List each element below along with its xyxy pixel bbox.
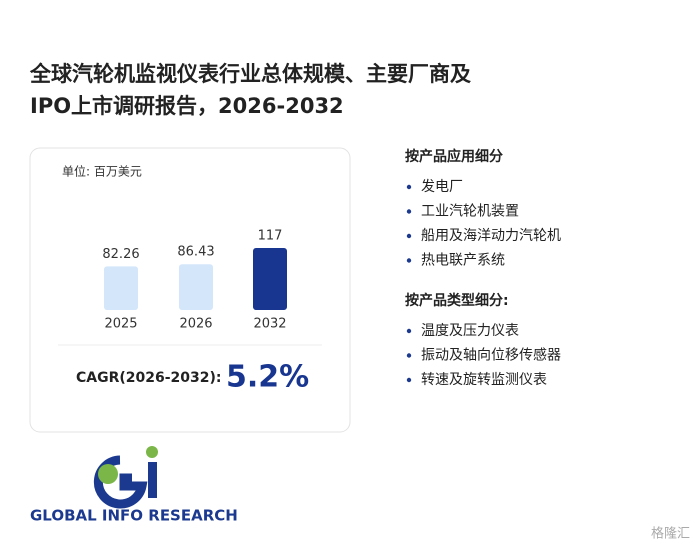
logo-i-dot [146, 446, 158, 458]
section-heading: 按产品应用细分 [405, 148, 503, 165]
bullet [406, 184, 412, 190]
category-label: 2032 [253, 317, 286, 332]
cagr-value: 5.2% [226, 360, 309, 395]
title-text: 全球汽轮机监视仪表行业总体规模、主要厂商及 IPO上市调研报告，2026-2032 [29, 62, 472, 118]
bar [253, 248, 287, 310]
logo-i [148, 462, 157, 498]
bullet [406, 258, 412, 263]
bullet [406, 209, 412, 214]
title-line: 全球汽轮机监视仪表行业总体规模、主要厂商及 [29, 62, 472, 86]
value-label: 117 [258, 229, 283, 244]
logo [93, 446, 158, 509]
bullet [406, 377, 412, 383]
value-label: 82.26 [102, 247, 139, 262]
section-item: 温度及压力仪表 [421, 323, 519, 339]
section-item: 船用及海洋动力汽轮机 [421, 228, 561, 244]
section-item: 振动及轴向位移传感器 [421, 347, 561, 364]
logo-text: GLOBAL INFO RESEARCH [30, 507, 238, 525]
title: 全球汽轮机监视仪表行业总体规模、主要厂商及 IPO上市调研报告，2026-2032 [29, 62, 472, 118]
bullet [406, 233, 412, 239]
bar [104, 266, 138, 310]
logo-dot [98, 464, 118, 484]
section-heading: 按产品类型细分: [405, 292, 509, 309]
title-line: IPO上市调研报告，2026-2032 [30, 94, 344, 118]
cagr-label: CAGR(2026-2032): [76, 370, 222, 386]
unit-label: 单位: 百万美元 [62, 164, 142, 179]
section-item: 转速及旋转监测仪表 [421, 372, 547, 388]
section-item: 热电联产系统 [421, 253, 505, 269]
bar [179, 264, 213, 310]
value-label: 86.43 [177, 245, 214, 260]
bullet [406, 353, 412, 358]
section-item: 工业汽轮机装置 [421, 204, 519, 220]
category-label: 2025 [104, 317, 137, 332]
watermark: 格隆汇 [651, 526, 690, 542]
category-label: 2026 [179, 317, 212, 332]
bullet [406, 328, 412, 334]
section-item: 发电厂 [421, 179, 463, 195]
